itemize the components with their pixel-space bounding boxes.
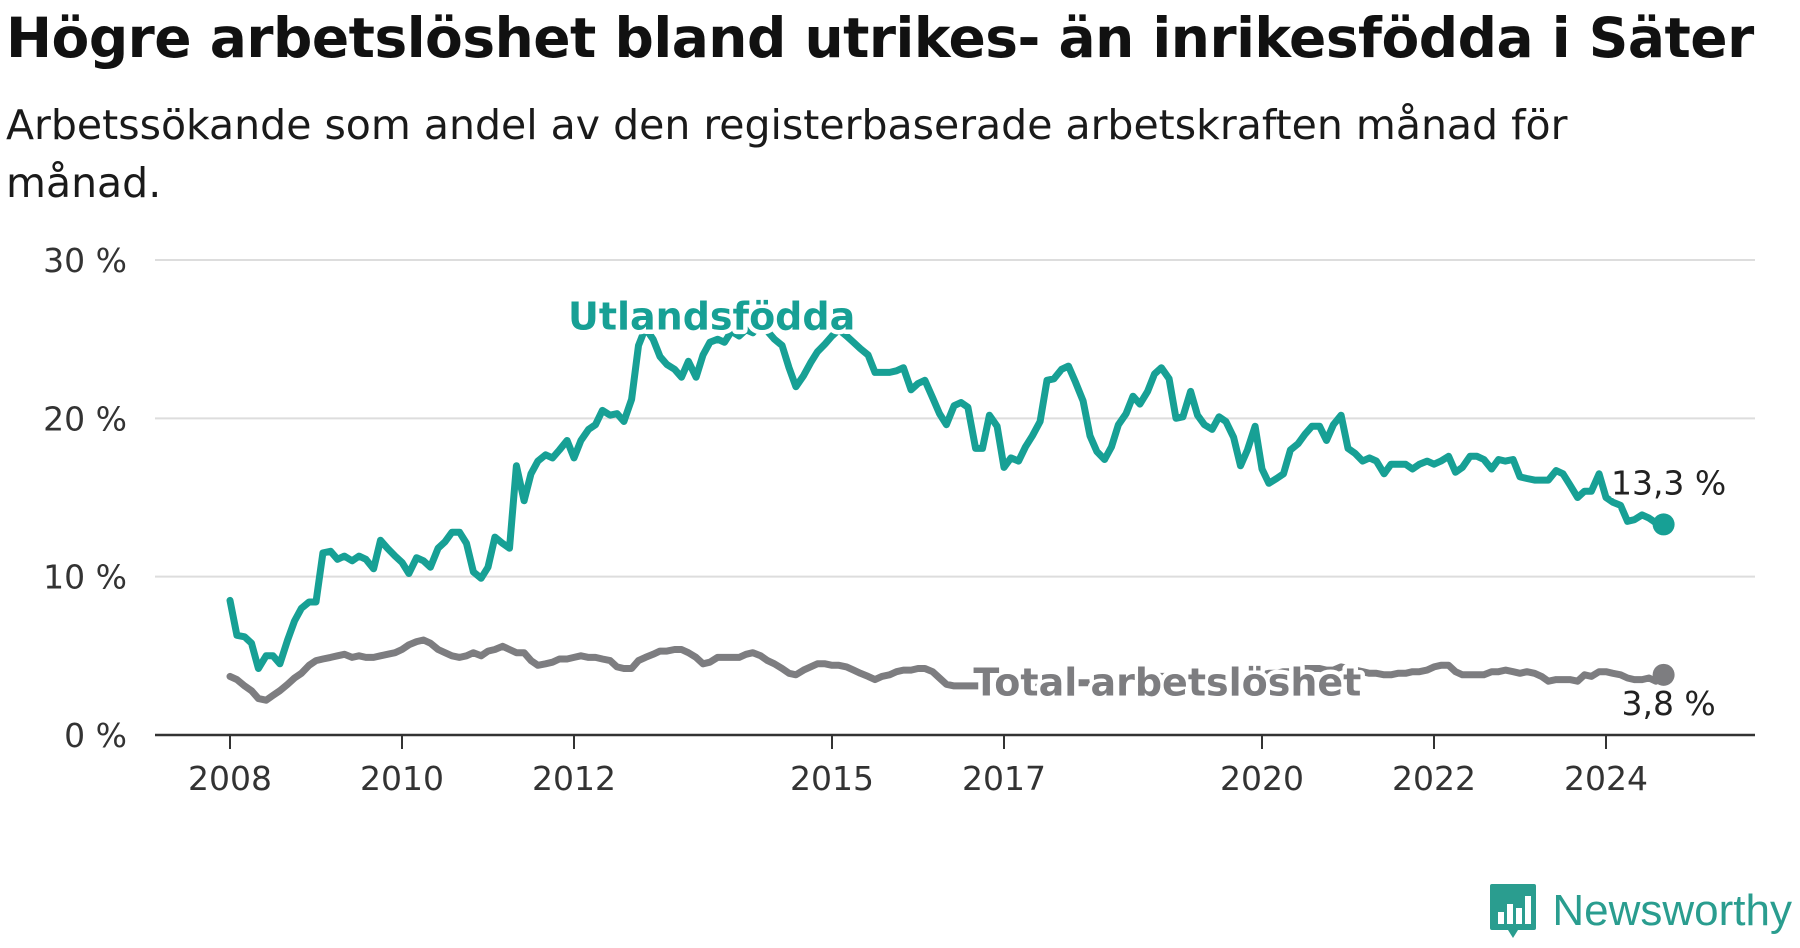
- x-tick-label: 2010: [360, 759, 444, 798]
- chart-subtitle: Arbetssökande som andel av den registerb…: [6, 101, 1568, 207]
- chart-title: Högre arbetslöshet bland utrikes- än inr…: [6, 6, 1754, 70]
- x-tick-label: 2024: [1564, 759, 1648, 798]
- newsworthy-chart-bubble-icon: [1490, 884, 1537, 938]
- x-tick-label: 2020: [1220, 759, 1304, 798]
- series-labels: Utlandsfödda Total arbetslöshet 13,3 % 3,8 …: [563, 290, 1729, 726]
- y-axis-labels: 0 % 10 % 20 % 30 %: [43, 241, 127, 755]
- series-label-total: Total arbetslöshet: [973, 660, 1361, 704]
- gridlines: [155, 259, 1755, 578]
- end-marker-total: [1652, 663, 1675, 686]
- x-tick-label: 2012: [532, 759, 616, 798]
- y-tick-label: 20 %: [43, 399, 127, 438]
- brand-name: Newsworthy: [1552, 886, 1792, 935]
- newsworthy-logo: Newsworthy: [1488, 882, 1792, 940]
- x-tick-label: 2017: [962, 759, 1046, 798]
- end-marker-foreign-born: [1652, 513, 1675, 536]
- series-line-total: [226, 636, 1668, 704]
- y-tick-label: 30 %: [43, 241, 127, 280]
- series-line-foreign-born: [226, 319, 1668, 672]
- x-tick-label: 2022: [1392, 759, 1476, 798]
- end-label-foreign-born: 13,3 %: [1611, 463, 1726, 502]
- y-tick-label: 10 %: [43, 558, 127, 597]
- x-tick-label: 2015: [790, 759, 874, 798]
- x-axis: [155, 733, 1755, 749]
- y-tick-label: 0 %: [64, 716, 127, 755]
- end-label-total: 3,8 %: [1621, 684, 1715, 723]
- x-axis-labels: 2008 2010 2012 2015 2017 2020 2022 2024: [188, 759, 1648, 798]
- x-tick-label: 2008: [188, 759, 272, 798]
- series-lines: [226, 319, 1675, 704]
- series-label-foreign-born: Utlandsfödda: [568, 295, 855, 339]
